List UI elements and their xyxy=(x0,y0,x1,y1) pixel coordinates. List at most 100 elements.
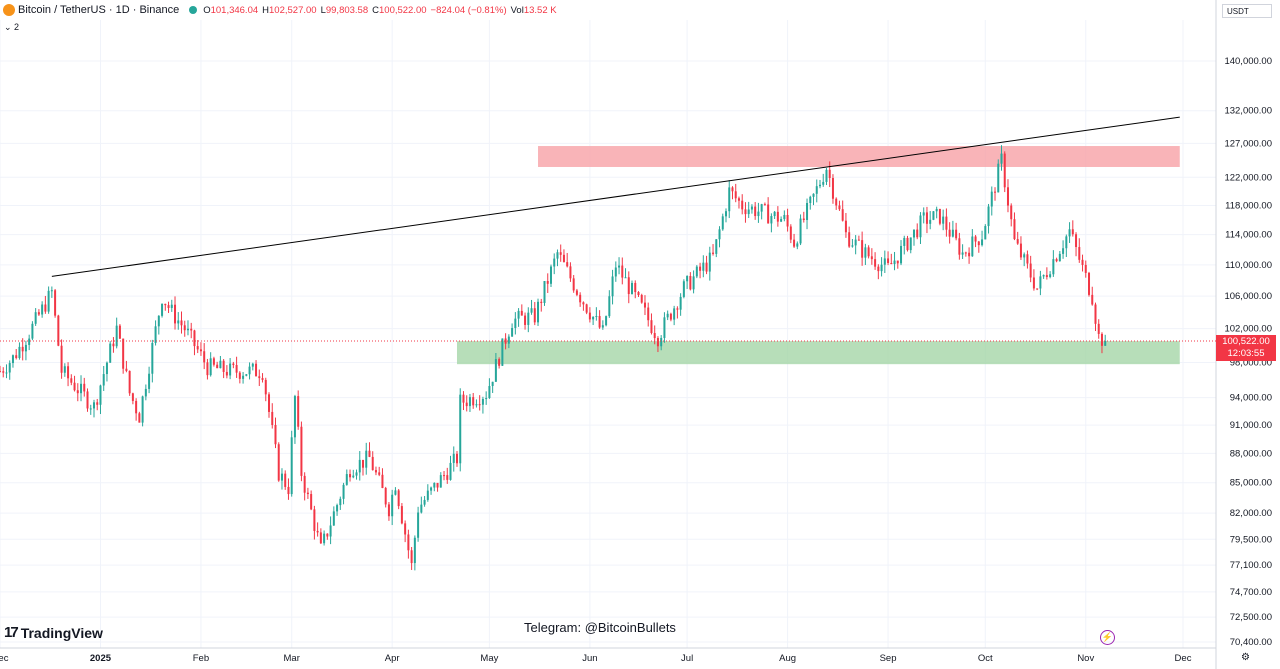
candle-body xyxy=(141,396,144,423)
candle-body xyxy=(60,345,63,373)
candle-body xyxy=(177,320,180,324)
indicator-toggle[interactable]: ⌄ 2 xyxy=(4,22,20,32)
candle-body xyxy=(938,208,941,224)
price-tick-label: 110,000.00 xyxy=(1225,260,1272,271)
candle-body xyxy=(96,402,99,405)
candle-body xyxy=(971,236,974,257)
candle-body xyxy=(122,338,125,369)
candle-body xyxy=(355,472,358,476)
candle-body xyxy=(708,252,711,272)
candle-body xyxy=(647,307,650,321)
time-tick-label: Aug xyxy=(779,653,796,664)
candle-body xyxy=(653,333,656,339)
candle-body xyxy=(498,359,501,366)
lightning-icon[interactable]: ⚡ xyxy=(1100,630,1115,645)
candle-body xyxy=(608,296,611,317)
candle-body xyxy=(336,505,339,512)
candle-body xyxy=(37,312,40,315)
candle-body xyxy=(1100,333,1103,346)
candle-body xyxy=(67,366,70,379)
candle-body xyxy=(255,363,258,377)
candle-body xyxy=(754,206,757,217)
candle-body xyxy=(449,462,452,480)
candle-body xyxy=(818,184,822,187)
candle-body xyxy=(634,282,637,293)
candle-body xyxy=(925,212,928,224)
last-price-tag: 100,522.00 12:03:55 xyxy=(1216,335,1276,361)
candle-body xyxy=(514,318,517,328)
candle-body xyxy=(579,294,582,303)
candle-body xyxy=(718,229,721,240)
candle-body xyxy=(802,218,805,221)
candle-body xyxy=(167,305,170,308)
candle-body xyxy=(394,490,397,495)
candle-body xyxy=(361,459,365,468)
candle-body xyxy=(8,363,11,373)
candle-body xyxy=(452,453,455,463)
chart-header: Bitcoin / TetherUS · 1D · Binance O101,3… xyxy=(0,2,557,18)
candle-body xyxy=(556,252,559,259)
candle-body xyxy=(874,259,877,267)
candle-body xyxy=(222,360,225,372)
price-tick-label: 98,000.00 xyxy=(1230,357,1272,368)
candle-body xyxy=(387,504,390,517)
candle-body xyxy=(310,494,313,510)
candle-body xyxy=(102,374,105,386)
symbol-title[interactable]: Bitcoin / TetherUS · 1D · Binance xyxy=(18,4,180,16)
candle-body xyxy=(287,486,290,495)
price-tick-label: 77,100.00 xyxy=(1230,560,1272,571)
candle-body xyxy=(439,475,442,488)
tradingview-logo[interactable]: 17 TradingView xyxy=(4,624,103,641)
candle-countdown: 12:03:55 xyxy=(1227,348,1265,359)
candle-body xyxy=(391,494,394,517)
candle-body xyxy=(196,346,199,350)
candle-body xyxy=(763,204,766,206)
candle-body xyxy=(916,229,919,238)
candle-body xyxy=(1058,253,1061,262)
candle-body xyxy=(903,237,906,246)
candle-body xyxy=(566,262,569,267)
price-tick-label: 72,500.00 xyxy=(1230,612,1272,623)
settings-gear-icon[interactable]: ⚙ xyxy=(1241,652,1250,663)
candle-body xyxy=(381,474,384,489)
candle-body xyxy=(378,472,381,475)
candle-body xyxy=(504,338,507,344)
candle-body xyxy=(851,245,854,247)
candle-body xyxy=(1084,264,1087,273)
candle-body xyxy=(887,258,890,263)
candle-body xyxy=(459,394,462,464)
candle-body xyxy=(443,475,446,477)
candle-body xyxy=(433,482,436,488)
candle-body xyxy=(358,459,361,473)
candle-body xyxy=(186,328,189,331)
candle-body xyxy=(491,381,494,387)
bitcoin-icon xyxy=(3,4,15,16)
open-value: 101,346.04 xyxy=(210,4,259,16)
candle-body xyxy=(627,277,630,295)
candle-body xyxy=(478,404,481,406)
candle-body xyxy=(569,266,572,279)
candle-body xyxy=(974,236,977,242)
candle-body xyxy=(290,437,293,495)
candle-body xyxy=(757,211,760,217)
candle-body xyxy=(410,550,413,564)
candle-body xyxy=(825,169,828,182)
candle-body xyxy=(883,258,886,265)
candle-body xyxy=(611,276,614,297)
candle-body xyxy=(799,218,802,244)
candle-body xyxy=(549,266,552,284)
candle-body xyxy=(151,343,154,374)
currency-selector[interactable]: USDT xyxy=(1222,4,1272,18)
candle-body xyxy=(793,239,796,247)
time-tick-label: Sep xyxy=(880,653,897,664)
candle-body xyxy=(1094,304,1097,324)
candle-body xyxy=(50,290,53,292)
candle-body xyxy=(271,411,274,425)
candle-body xyxy=(699,266,702,271)
candle-body xyxy=(465,402,468,407)
price-tick-label: 140,000.00 xyxy=(1224,56,1272,67)
candle-body xyxy=(332,511,335,526)
candle-body xyxy=(92,402,95,409)
candle-body xyxy=(575,290,578,295)
